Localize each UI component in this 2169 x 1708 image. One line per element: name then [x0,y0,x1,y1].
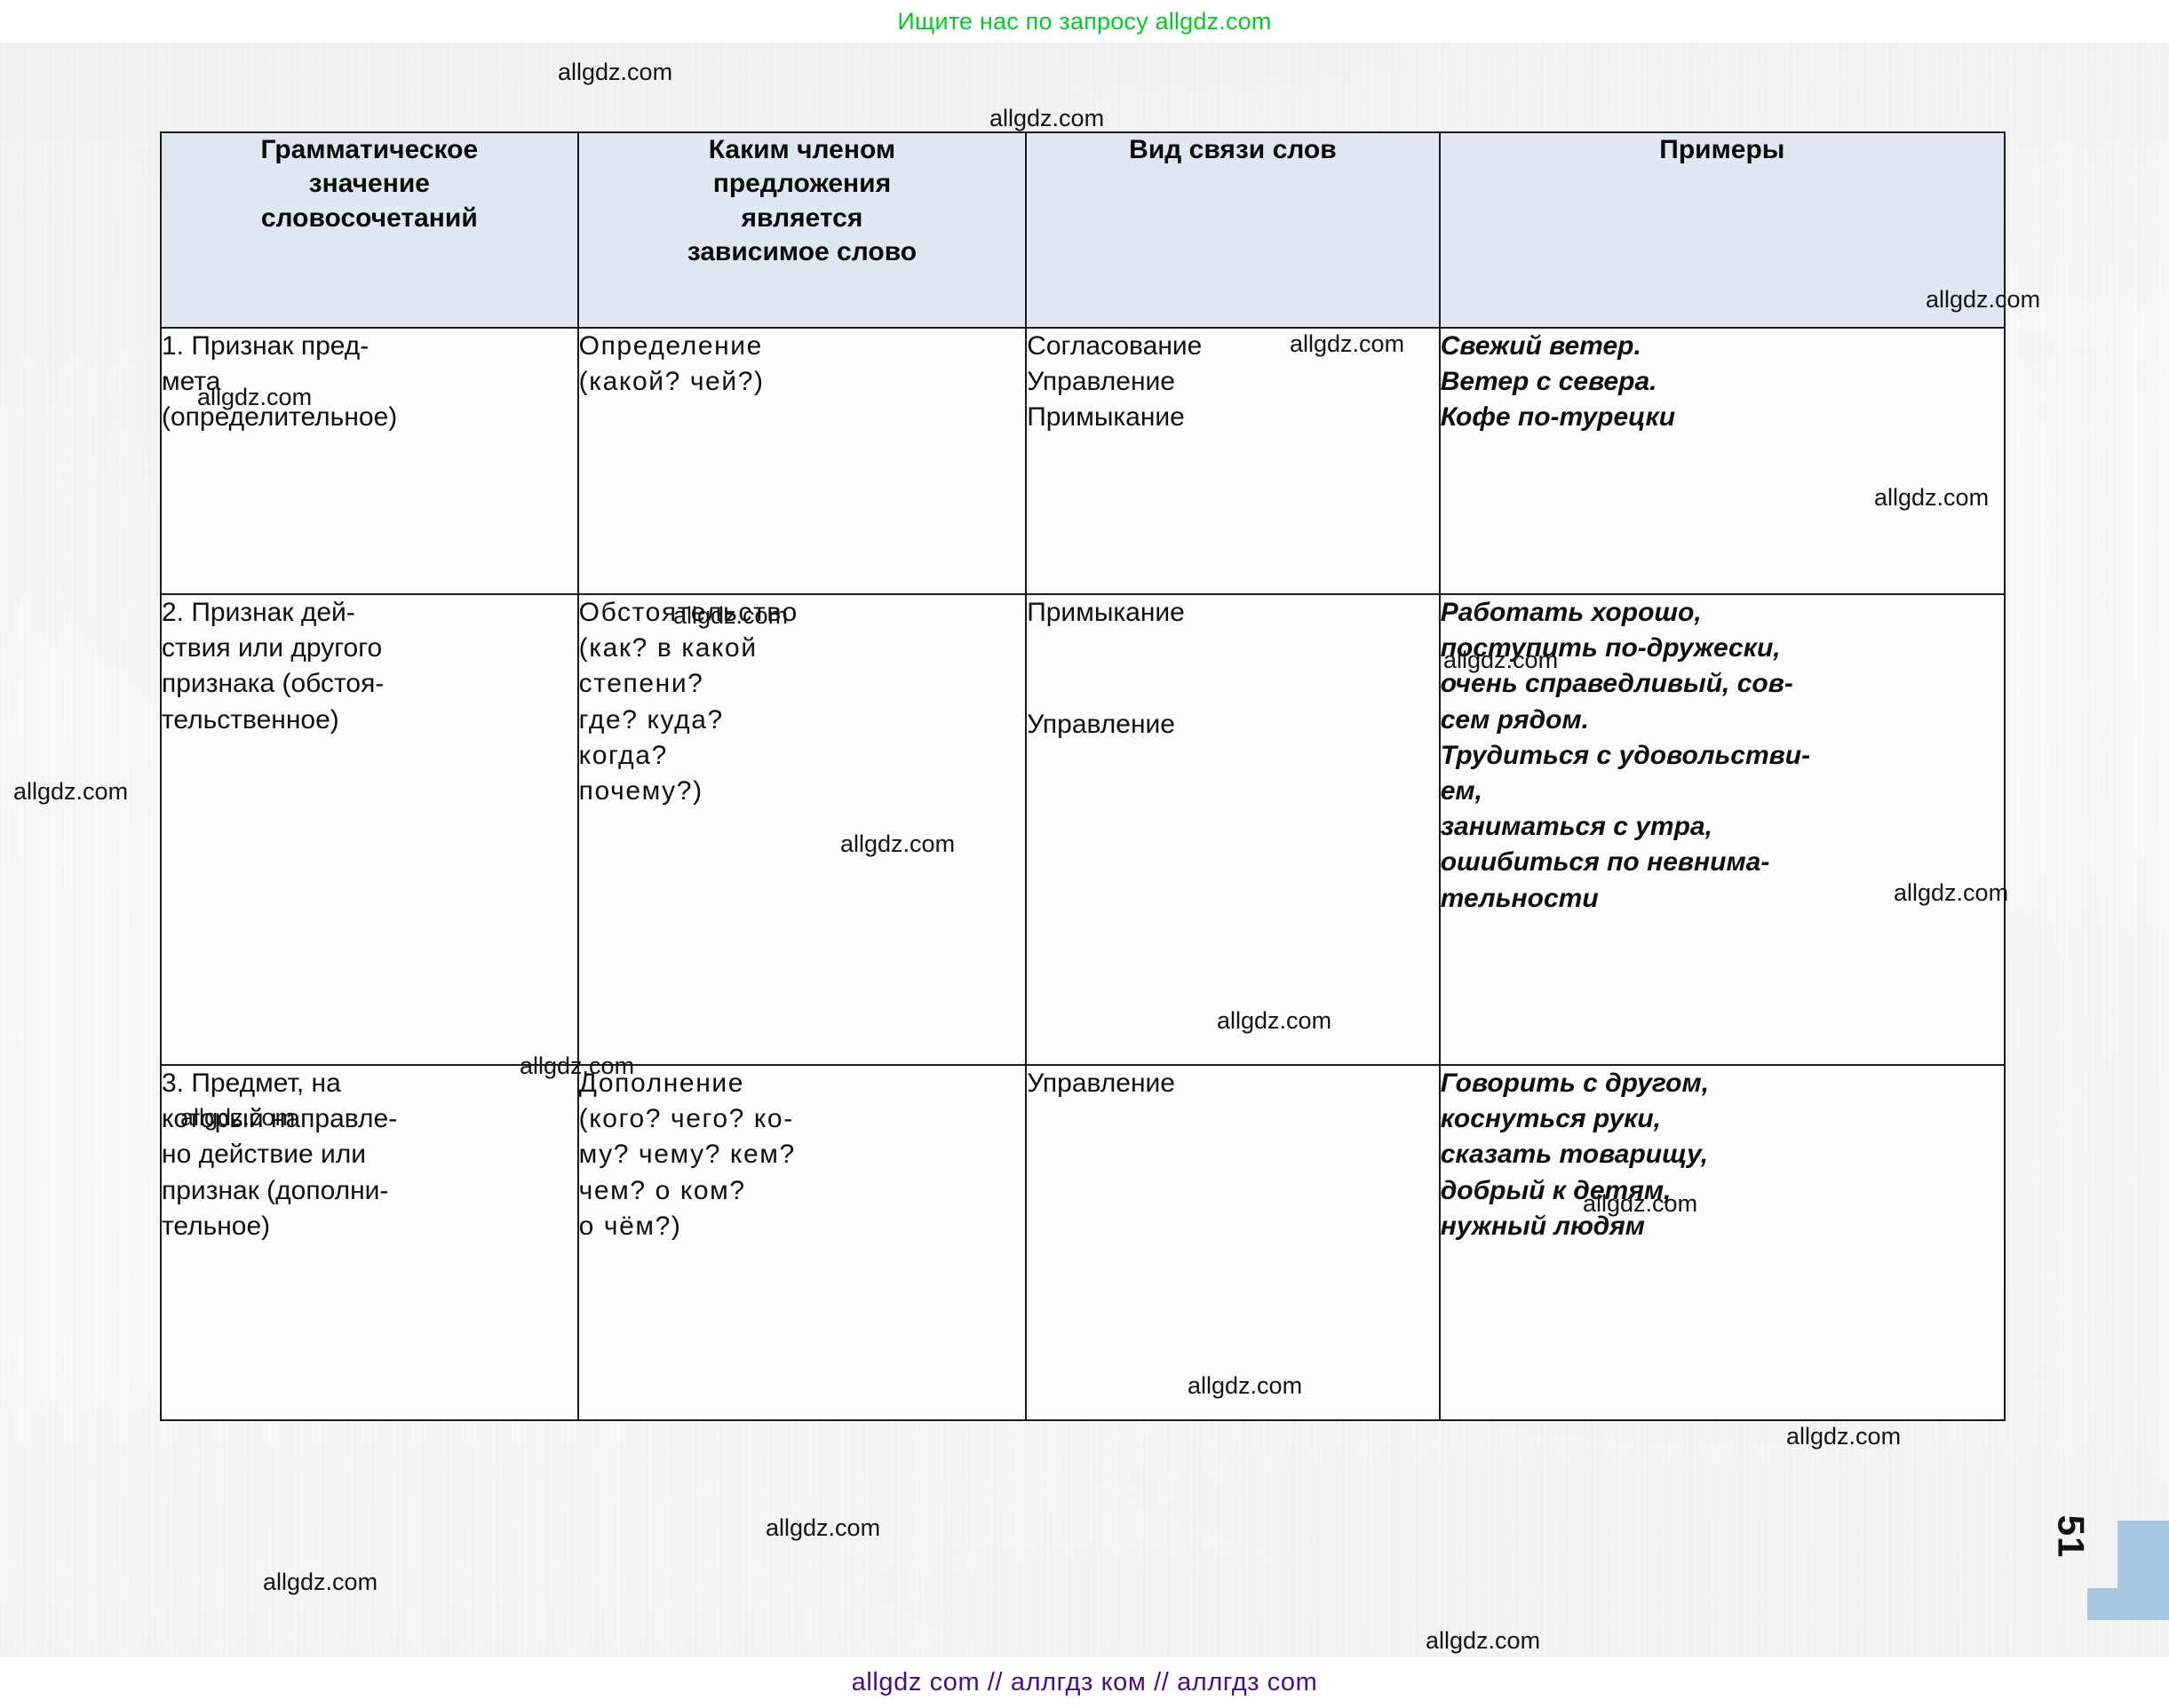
table-row: 2. Признак дей- ствия или другого призна… [160,593,2006,1066]
table-header-row: Грамматическое значение словосочетаний К… [160,131,2006,329]
column-header-sentence-member: Каким членом предложения является зависи… [576,131,1028,329]
cell-examples-3: Говорить с другом, коснуться руки, сказа… [1438,1064,2006,1421]
grammar-table: Грамматическое значение словосочетаний К… [160,131,2006,1421]
cell-meaning-2: 2. Признак дей- ствия или другого призна… [160,593,579,1066]
column-header-link-type: Вид связи слов [1025,131,1441,329]
page-edge-tab [2117,1521,2169,1620]
cell-examples-2: Работать хорошо, поступить по-дружески, … [1438,593,2006,1066]
cell-link-2: Примыкание Управление [1025,593,1441,1066]
table-row: 3. Предмет, на который направле- но дейс… [160,1064,2006,1421]
spacer [1027,631,1439,707]
cell-member-2: Обстоятельство (как? в какой степени? гд… [576,593,1028,1066]
page-edge-tab-foot [2087,1588,2117,1620]
cell-member-1: Определение (какой? чей?) [576,327,1028,595]
column-header-grammatical-meaning: Грамматическое значение словосочетаний [160,131,579,329]
cell-examples-1: Свежий ветер. Ветер с севера. Кофе по-ту… [1438,327,2006,595]
column-header-examples: Примеры [1438,131,2006,329]
table-row: 1. Признак пред- мета (определительное) … [160,327,2006,595]
cell-link-3: Управление [1025,1064,1441,1421]
cell-meaning-3: 3. Предмет, на который направле- но дейс… [160,1064,579,1421]
cell-meaning-1: 1. Признак пред- мета (определительное) [160,327,579,595]
cell-link-1: Согласование Управление Примыкание [1025,327,1441,595]
promo-banner-text: Ищите нас по запросу allgdz.com [897,7,1272,35]
site-footer-text: allgdz com // аллгдз ком // аллгдз com [851,1668,1318,1696]
cell-member-3: Дополнение (кого? чего? ко- му? чему? ке… [576,1064,1028,1421]
page-number: 51 [2050,1514,2093,1559]
site-footer: allgdz com // аллгдз ком // аллгдз com [0,1657,2169,1708]
promo-banner: Ищите нас по запросу allgdz.com [0,0,2169,43]
